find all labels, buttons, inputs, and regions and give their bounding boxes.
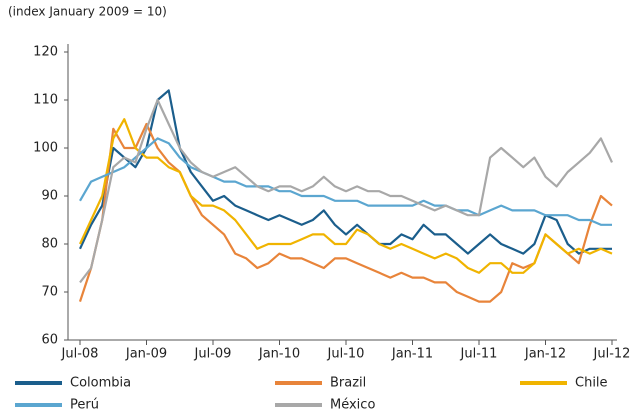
y-tick-label: 110 — [33, 93, 58, 108]
series-line — [79, 89, 612, 255]
y-tick-label: 60 — [41, 333, 58, 348]
x-tick-label: Jul-10 — [327, 347, 365, 362]
x-tick-label: Jul-11 — [460, 347, 498, 362]
legend-label: México — [330, 398, 375, 413]
series-line — [78, 122, 613, 303]
legend-label: Perú — [70, 398, 99, 413]
y-tick-label: 120 — [33, 45, 58, 60]
series-line — [79, 118, 613, 274]
legend-label: Chile — [575, 376, 608, 391]
legend-label: Brazil — [330, 376, 366, 391]
y-tick-label: 80 — [41, 237, 58, 252]
x-tick-label: Jul-09 — [194, 347, 232, 362]
x-tick-label: Jan-09 — [125, 347, 167, 362]
legend-label: Colombia — [70, 376, 131, 391]
series-line — [79, 98, 613, 284]
x-tick-label: Jan-11 — [391, 347, 433, 362]
y-tick-label: 100 — [33, 141, 58, 156]
x-tick-label: Jan-12 — [524, 347, 566, 362]
x-tick-label: Jul-08 — [61, 347, 99, 362]
y-tick-label: 70 — [41, 285, 58, 300]
x-tick-label: Jul-12 — [593, 347, 631, 362]
y-tick-label: 90 — [41, 189, 58, 204]
series-line — [79, 137, 612, 226]
chart-subtitle: (index January 2009 = 10) — [8, 5, 167, 19]
x-tick-label: Jan-10 — [258, 347, 300, 362]
